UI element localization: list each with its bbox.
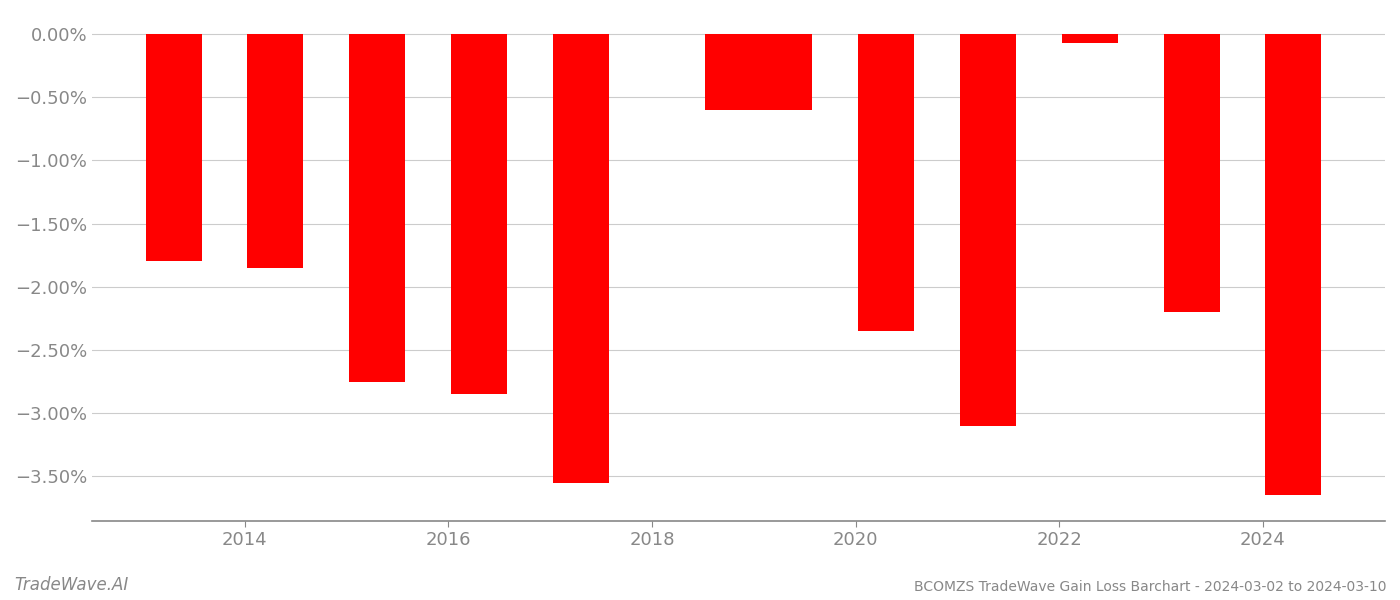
Bar bbox=[960, 34, 1016, 426]
Bar bbox=[349, 34, 405, 382]
Text: TradeWave.AI: TradeWave.AI bbox=[14, 576, 129, 594]
Bar bbox=[1061, 34, 1117, 43]
Bar bbox=[1266, 34, 1322, 496]
Bar bbox=[1163, 34, 1219, 312]
Text: BCOMZS TradeWave Gain Loss Barchart - 2024-03-02 to 2024-03-10: BCOMZS TradeWave Gain Loss Barchart - 20… bbox=[913, 580, 1386, 594]
Bar bbox=[706, 34, 762, 110]
Bar bbox=[248, 34, 304, 268]
Bar bbox=[451, 34, 507, 394]
Bar bbox=[756, 34, 812, 110]
Bar bbox=[858, 34, 914, 331]
Bar bbox=[146, 34, 202, 262]
Bar bbox=[553, 34, 609, 482]
